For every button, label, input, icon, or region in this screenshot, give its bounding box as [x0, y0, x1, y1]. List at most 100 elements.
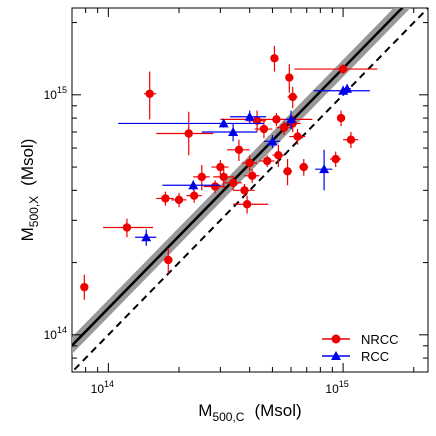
nrcc-marker — [283, 167, 292, 176]
nrcc-data-point — [276, 120, 292, 136]
nrcc-marker — [285, 73, 294, 82]
nrcc-marker — [274, 151, 283, 160]
y-tick-label-base: 10 — [44, 328, 58, 342]
y-tick-label-base: 10 — [44, 88, 58, 102]
nrcc-data-point — [244, 169, 260, 183]
rcc-data-point — [135, 229, 157, 246]
nrcc-data-point — [287, 86, 298, 109]
x-tick-label: 1015 — [325, 379, 348, 396]
nrcc-data-point — [156, 191, 174, 206]
nrcc-marker — [288, 92, 297, 102]
nrcc-data-point — [156, 111, 214, 156]
nrcc-marker — [197, 172, 206, 182]
rcc-data-point — [118, 118, 264, 128]
y-axis-title: M500,X (Msol) — [18, 139, 41, 242]
rcc-marker — [342, 83, 353, 93]
nrcc-marker — [189, 191, 199, 200]
nrcc-data-point — [171, 192, 187, 208]
x-tick-label-base: 10 — [91, 382, 105, 396]
rcc-marker — [244, 111, 255, 121]
nrcc-data-point — [203, 180, 226, 193]
nrcc-data-point — [336, 110, 346, 127]
nrcc-data-point — [294, 64, 378, 75]
nrcc-data-point — [233, 195, 269, 214]
nrcc-marker — [272, 115, 281, 124]
legend-rcc-label: RCC — [361, 349, 389, 364]
nrcc-data-point — [330, 151, 342, 168]
nrcc-marker — [252, 116, 262, 125]
data-points — [80, 45, 378, 300]
nrcc-marker — [216, 162, 225, 172]
plot-area — [71, 7, 429, 373]
nrcc-data-point — [272, 144, 284, 168]
nrcc-marker — [247, 171, 257, 180]
x-tick-label-base: 10 — [325, 382, 339, 396]
nrcc-data-point — [186, 189, 202, 203]
nrcc-marker — [270, 54, 279, 63]
y-tick-label: 1014 — [44, 325, 67, 342]
nrcc-marker — [346, 135, 356, 144]
nrcc-data-point — [163, 248, 173, 274]
rcc-marker — [286, 114, 297, 124]
nrcc-marker — [338, 64, 348, 74]
rcc-marker — [228, 126, 239, 136]
nrcc-data-point — [233, 184, 255, 198]
x-axis-title-sub: 500,C — [212, 410, 244, 424]
rcc-marker — [141, 232, 152, 242]
rcc-marker — [188, 180, 199, 190]
rcc-data-point — [342, 83, 353, 94]
legend-rcc-marker — [331, 351, 341, 360]
rcc-data-point — [285, 110, 297, 130]
fit-uncertainty-band — [72, 8, 411, 355]
nrcc-marker — [245, 158, 254, 168]
nrcc-data-point — [80, 274, 89, 300]
nrcc-data-point — [193, 165, 210, 191]
nrcc-data-point — [254, 120, 273, 139]
nrcc-data-point — [144, 71, 157, 120]
y-tick-label: 1015 — [44, 85, 67, 102]
nrcc-marker — [293, 132, 302, 141]
nrcc-marker — [122, 223, 132, 232]
nrcc-marker — [184, 129, 193, 138]
x-tick-label-exp: 14 — [104, 379, 114, 389]
nrcc-marker — [240, 186, 249, 195]
nrcc-data-point — [343, 131, 359, 149]
nrcc-data-point — [220, 112, 313, 127]
nrcc-marker — [164, 255, 173, 265]
y-axis-title-unit: (Msol) — [18, 139, 37, 186]
legend: NRCC RCC — [322, 332, 399, 364]
nrcc-data-point — [289, 129, 306, 145]
nrcc-data-point — [223, 175, 242, 191]
nrcc-data-point — [211, 160, 229, 175]
nrcc-data-point — [299, 159, 309, 176]
nrcc-marker — [242, 200, 252, 209]
rcc-data-point — [230, 110, 267, 124]
nrcc-data-point — [213, 167, 234, 188]
nrcc-marker — [336, 113, 346, 123]
nrcc-data-point — [241, 155, 258, 172]
nrcc-marker — [80, 282, 89, 292]
nrcc-marker — [299, 162, 308, 172]
nrcc-marker — [234, 145, 244, 155]
nrcc-data-point — [285, 64, 294, 93]
axis-ticks — [71, 8, 428, 373]
x-tick-label: 1014 — [91, 379, 114, 396]
one-to-one-dashed-line — [72, 8, 428, 372]
rcc-marker — [267, 136, 278, 146]
rcc-marker — [319, 164, 330, 174]
nrcc-data-point — [103, 218, 154, 238]
nrcc-data-point — [226, 139, 250, 161]
y-axis-title-sub: 500,X — [27, 196, 41, 227]
legend-nrcc-label: NRCC — [361, 332, 399, 347]
rcc-data-point — [162, 180, 221, 191]
nrcc-marker — [279, 123, 289, 132]
x-tick-label-exp: 15 — [339, 379, 349, 389]
y-axis-title-main: M — [18, 227, 37, 241]
x-axis-title-unit: (Msol) — [254, 401, 301, 420]
legend-nrcc-marker — [331, 334, 341, 344]
nrcc-marker — [331, 154, 340, 164]
nrcc-marker — [219, 172, 228, 182]
rcc-marker — [218, 118, 229, 128]
nrcc-data-point — [283, 159, 292, 186]
nrcc-marker — [161, 194, 170, 203]
